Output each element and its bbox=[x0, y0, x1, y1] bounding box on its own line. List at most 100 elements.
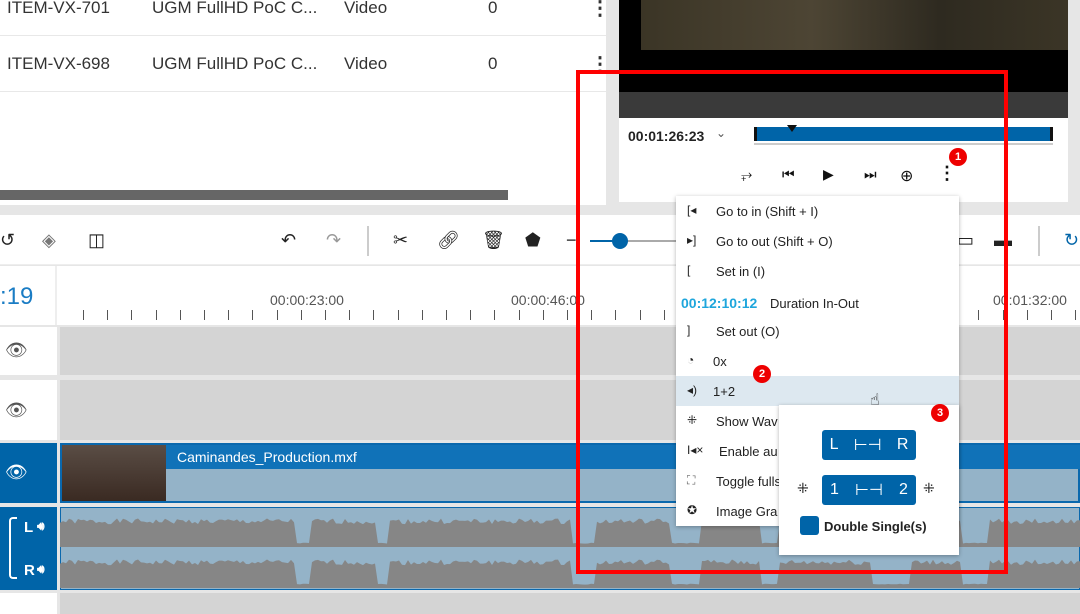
chevron-down-icon[interactable]: ⌄ bbox=[716, 126, 727, 140]
redo-icon[interactable]: ↷ bbox=[326, 230, 342, 250]
ruler-tick bbox=[421, 310, 423, 320]
ruler-tick bbox=[1075, 310, 1077, 320]
zoom-in-icon[interactable]: ⊕ bbox=[900, 168, 914, 185]
link-icon[interactable]: 🔗︎ bbox=[437, 230, 460, 250]
channel-1: 1 bbox=[830, 481, 839, 498]
split-view-icon[interactable]: ◫ bbox=[88, 230, 106, 250]
menu-item-toggle-fullscreen[interactable]: ⛶ Toggle fulls bbox=[676, 466, 959, 496]
ruler-tick bbox=[663, 310, 665, 320]
step-badge: 1 bbox=[949, 148, 967, 166]
channel-label: L bbox=[24, 519, 34, 536]
go-to-in-icon: [◂ bbox=[687, 203, 697, 217]
ruler-tick bbox=[83, 310, 84, 320]
scissors-icon[interactable]: ✂ bbox=[393, 230, 409, 250]
channel-1-2-toggle[interactable]: 1 ⊢⊣ 2 bbox=[822, 475, 916, 505]
item-id: ITEM-VX-698 bbox=[7, 53, 110, 73]
menu-label: Toggle fulls bbox=[716, 474, 782, 489]
track-insert-icon[interactable]: ▭ bbox=[957, 230, 975, 250]
divider bbox=[367, 226, 369, 256]
add-layer-icon[interactable]: ◈ bbox=[42, 230, 56, 250]
eye-icon[interactable]: 👁︎ bbox=[5, 340, 28, 360]
playhead-marker[interactable] bbox=[787, 125, 798, 132]
track-header: 👁︎ bbox=[0, 380, 57, 440]
item-title: UGM FullHD PoC C... bbox=[152, 53, 318, 73]
menu-item-set-out[interactable]: ] Set out (O) bbox=[676, 316, 959, 346]
undo-icon[interactable]: ↶ bbox=[281, 230, 297, 250]
duration-value: 00:12:10:12 bbox=[681, 295, 758, 311]
ruler-tick bbox=[591, 310, 593, 320]
ruler-tick bbox=[567, 310, 568, 320]
menu-label: Set in (I) bbox=[716, 264, 766, 279]
menu-label: Enable au bbox=[719, 444, 778, 459]
ruler-tick bbox=[470, 310, 472, 320]
ruler-tick bbox=[542, 310, 544, 320]
video-bar bbox=[619, 92, 1068, 118]
waveform-icon: ⁜ bbox=[687, 413, 698, 427]
sync-icon[interactable]: ↻ bbox=[1064, 230, 1080, 250]
play-icon[interactable]: ▶ bbox=[823, 166, 834, 182]
ruler-tick bbox=[494, 310, 496, 320]
player-timecode: 00:01:26:23 bbox=[628, 128, 705, 144]
ruler-tick bbox=[107, 310, 109, 320]
channel-r: R bbox=[896, 436, 909, 453]
skip-forward-icon[interactable]: ⏭ bbox=[864, 166, 877, 182]
zoom-slider-handle[interactable] bbox=[612, 233, 628, 249]
menu-item-image-grab[interactable]: ✪ Image Gra bbox=[676, 496, 959, 526]
menu-item-set-in[interactable]: [Set in (I) bbox=[676, 256, 959, 286]
marker-icon[interactable]: ⬟ bbox=[525, 230, 541, 250]
horizontal-scrollbar[interactable] bbox=[0, 190, 508, 200]
trash-icon[interactable]: 🗑︎ bbox=[482, 230, 505, 250]
ruler-tick bbox=[131, 310, 133, 320]
ruler-tick bbox=[228, 310, 230, 320]
loop-icon[interactable]: ⥅ bbox=[741, 166, 753, 182]
eye-icon[interactable]: 👁︎ bbox=[5, 462, 28, 482]
scrub-bar[interactable] bbox=[754, 125, 1053, 141]
item-type: Video bbox=[344, 0, 388, 17]
zoom-out-icon[interactable]: − bbox=[566, 230, 577, 250]
lr-channel-toggle[interactable]: L ⊢⊣ R bbox=[822, 430, 916, 460]
ruler-tick bbox=[518, 310, 520, 320]
more-options-icon[interactable]: ⋮ bbox=[938, 163, 956, 183]
item-id: ITEM-VX-701 bbox=[7, 0, 110, 17]
ruler-tick bbox=[300, 310, 302, 320]
ruler-tick bbox=[978, 310, 980, 320]
zoom-slider[interactable] bbox=[590, 233, 690, 249]
table-row[interactable]: ITEM-VX-701 UGM FullHD PoC C... Video 0 … bbox=[0, 0, 610, 36]
menu-item-enable-audio[interactable]: I◂× Enable au bbox=[676, 436, 959, 466]
speaker-icon[interactable]: 🔊︎ bbox=[37, 562, 45, 576]
menu-item-go-to-out[interactable]: ▸] Go to out (Shift + O) bbox=[676, 226, 959, 256]
divider bbox=[1038, 226, 1040, 256]
menu-label: Go to in (Shift + I) bbox=[716, 204, 819, 219]
menu-item-go-to-in[interactable]: [◂ Go to in (Shift + I) bbox=[676, 196, 959, 226]
set-out-icon: ] bbox=[687, 323, 691, 337]
menu-item-speed[interactable]: ◔ 0x bbox=[676, 346, 959, 376]
waveform-right bbox=[60, 559, 1080, 588]
item-type: Video bbox=[344, 53, 388, 73]
ruler-tick bbox=[1051, 310, 1052, 320]
speaker-icon[interactable]: 🔊︎ bbox=[37, 519, 45, 533]
ruler-label: 00:00:46:00 bbox=[511, 292, 585, 308]
step-badge: 2 bbox=[753, 365, 771, 383]
row-more-icon[interactable]: ⋮ bbox=[590, 53, 610, 75]
double-single-checkbox[interactable] bbox=[800, 516, 819, 535]
ruler-tick bbox=[615, 310, 617, 320]
video-frame bbox=[641, 0, 1068, 50]
eye-icon[interactable]: 👁︎ bbox=[5, 400, 28, 420]
skip-back-icon[interactable]: ⏮ bbox=[782, 166, 795, 182]
waveform-icon: ⁜ bbox=[923, 480, 935, 496]
audio-mute-icon: I◂× bbox=[687, 443, 704, 457]
table-row[interactable]: ITEM-VX-698 UGM FullHD PoC C... Video 0 … bbox=[0, 36, 610, 92]
audio-icon: ◂) bbox=[687, 383, 698, 397]
audio-track-2[interactable] bbox=[60, 593, 1080, 614]
menu-item-show-waveform[interactable]: ⁜ Show Wav bbox=[676, 406, 959, 436]
row-more-icon[interactable]: ⋮ bbox=[590, 0, 610, 19]
fullscreen-icon: ⛶ bbox=[687, 473, 696, 487]
channel-2: 2 bbox=[899, 481, 908, 498]
refresh-icon[interactable]: ↺ bbox=[0, 230, 16, 250]
clip-thumbnail bbox=[62, 445, 166, 501]
menu-item-audio[interactable]: ◂) 1+2 bbox=[676, 376, 959, 406]
ruler-tick bbox=[325, 310, 326, 320]
menu-label: Set out (O) bbox=[716, 324, 780, 339]
ruler-tick bbox=[349, 310, 351, 320]
ruler-label: 00:01:32:00 bbox=[993, 292, 1067, 308]
